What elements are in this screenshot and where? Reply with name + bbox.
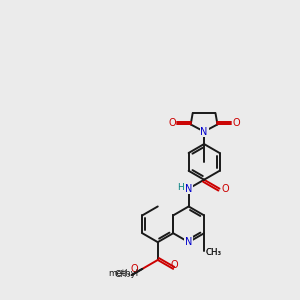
Text: N: N (185, 184, 192, 194)
Text: CH₃: CH₃ (115, 270, 131, 279)
Text: O: O (232, 118, 240, 128)
Text: O: O (171, 260, 178, 270)
Text: CH₃: CH₃ (206, 248, 222, 257)
Text: CH₃: CH₃ (206, 248, 222, 257)
Text: methyl: methyl (108, 269, 138, 278)
Text: O: O (221, 184, 229, 194)
Text: N: N (185, 237, 192, 247)
Text: H: H (177, 183, 184, 192)
Text: O: O (130, 264, 138, 274)
Text: N: N (200, 127, 208, 136)
Text: O: O (168, 118, 176, 128)
